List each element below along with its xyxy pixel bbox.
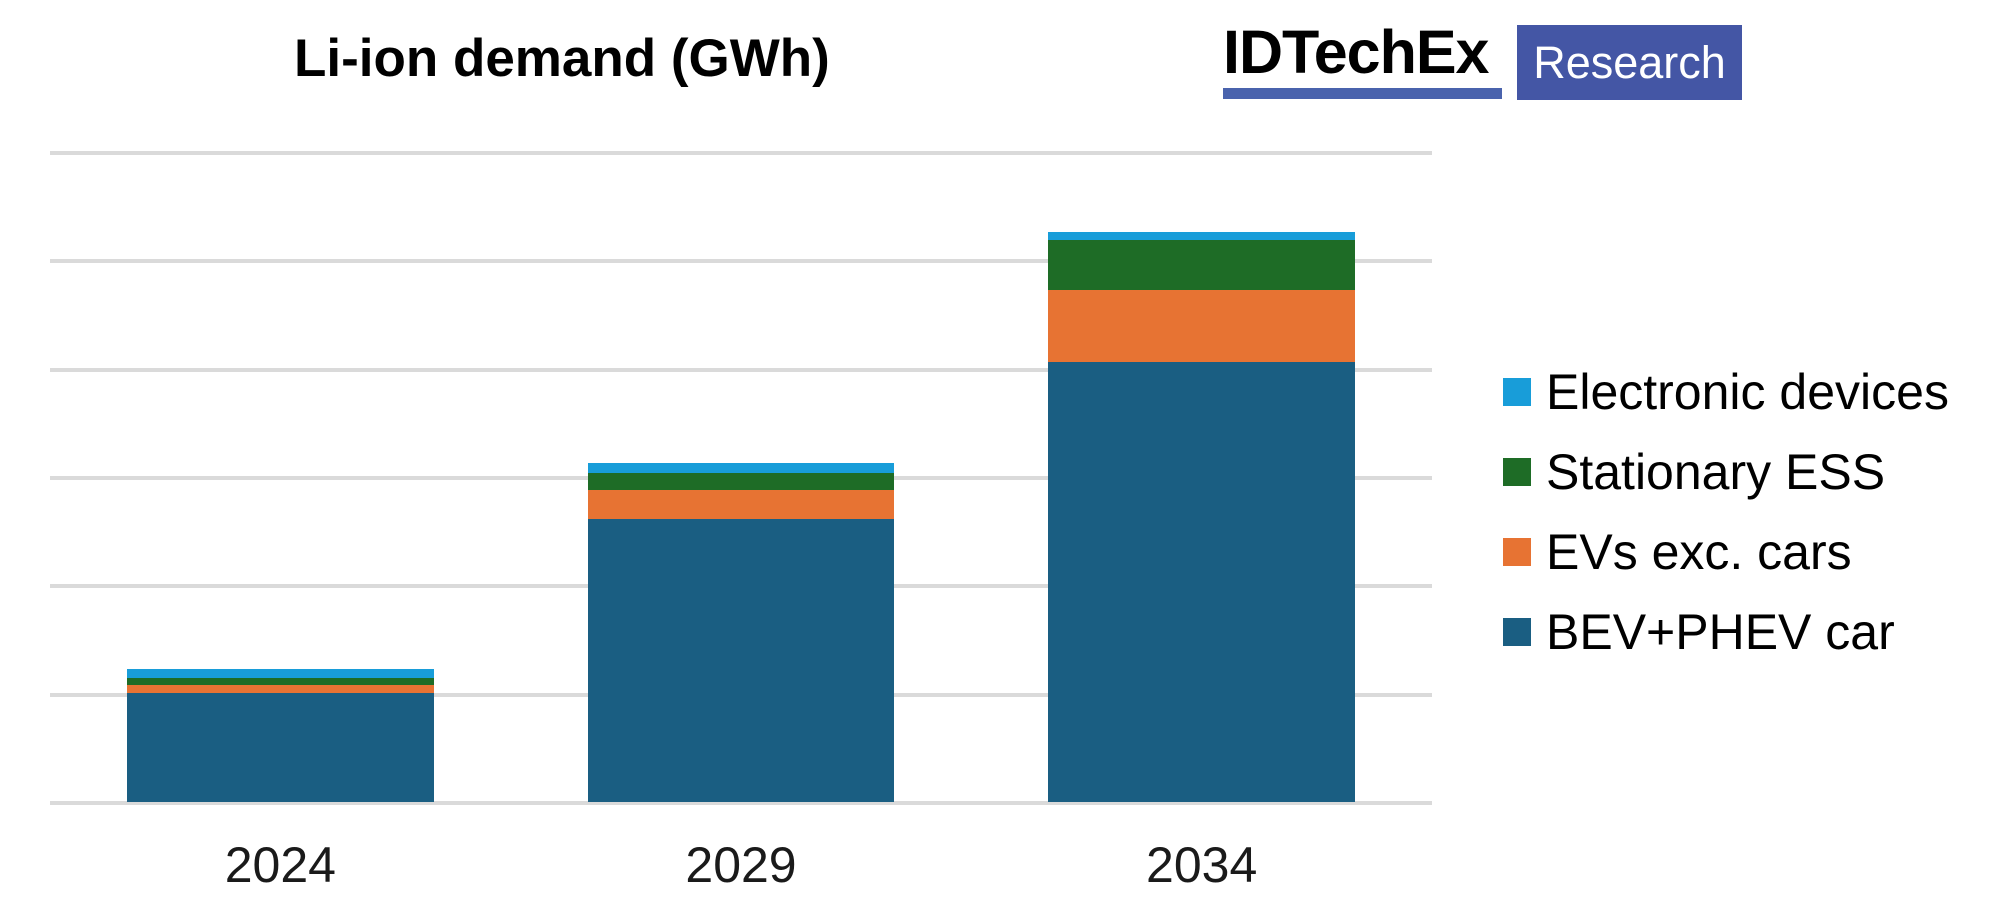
legend-swatch [1503,458,1531,486]
chart-title: Li-ion demand (GWh) [294,29,830,88]
bar-segment-2029-bev-phev-car [587,519,895,802]
legend-label: BEV+PHEV car [1546,604,1895,660]
logo-research-text: Research [1533,36,1726,88]
legend-swatch [1503,538,1531,566]
bar-segment-2024-electronic-devices [126,669,434,678]
gridline [50,367,1432,372]
x-axis-label: 2024 [224,837,336,893]
bar-segment-2024-stationary-ess [126,677,434,686]
legend-label: EVs exc. cars [1546,524,1852,580]
bar-segment-2029-evs-exc-cars [587,490,895,520]
legend: Electronic devices Stationary ESS EVs exc.… [1503,364,1949,684]
legend-item-evs-exc-cars: EVs exc. cars [1503,524,1949,580]
logo-brand-text: IDTechEx [1223,18,1489,86]
bar-segment-2034-evs-exc-cars [1048,289,1356,363]
bar-segment-2034-bev-phev-car [1048,362,1356,802]
bar-2024 [126,669,434,802]
logo-research-badge: Research [1517,25,1742,100]
idtechex-logo: IDTechEx Research [1223,18,1742,100]
bar-segment-2034-electronic-devices [1048,231,1356,240]
legend-label: Stationary ESS [1546,444,1886,500]
legend-item-electronic-devices: Electronic devices [1503,364,1949,420]
bar-2029 [587,463,895,802]
bar-2034 [1048,231,1356,802]
x-axis-label: 2034 [1146,837,1258,893]
gridline [50,259,1432,264]
plot-area [50,151,1432,805]
bar-segment-2029-stationary-ess [587,472,895,491]
legend-item-stationary-ess: Stationary ESS [1503,444,1949,500]
gridline [50,151,1432,155]
legend-swatch [1503,618,1531,646]
legend-item-bev-phev-car: BEV+PHEV car [1503,604,1949,660]
legend-swatch [1503,378,1531,406]
logo-underline [1223,88,1502,99]
x-axis-label: 2029 [685,837,797,893]
bar-segment-2024-evs-exc-cars [126,685,434,693]
bar-segment-2034-stationary-ess [1048,239,1356,290]
bar-segment-2029-electronic-devices [587,463,895,473]
bar-segment-2024-bev-phev-car [126,692,434,802]
x-axis-line [50,801,1432,805]
legend-label: Electronic devices [1546,364,1949,420]
